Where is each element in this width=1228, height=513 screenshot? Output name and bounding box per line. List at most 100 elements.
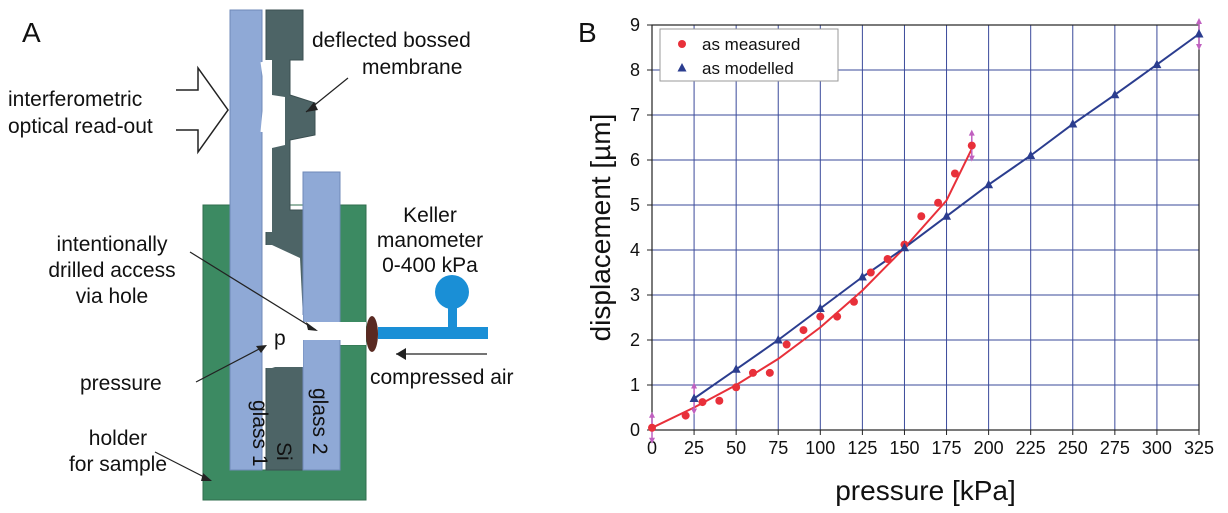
plot-frame <box>651 24 1200 431</box>
panel-a-diagram: A <box>8 9 514 501</box>
series-line-1 <box>651 148 973 429</box>
readout-label-2: optical read-out <box>8 115 153 138</box>
data-point-measured <box>648 423 656 432</box>
arrowhead <box>201 473 212 481</box>
legend-label: as modelled <box>702 59 794 78</box>
y-tick-label: 8 <box>630 60 640 80</box>
seal-ring <box>366 316 378 352</box>
readout-arrow-icon <box>176 65 229 155</box>
data-point-modelled <box>1026 150 1036 159</box>
holder-label-2: for sample <box>69 453 167 476</box>
x-axis-title: pressure [kPa] <box>835 475 1016 506</box>
series-markers <box>648 29 1204 432</box>
error-bar-cap-bottom <box>968 155 975 162</box>
x-tick-label: 225 <box>1016 438 1046 458</box>
data-point-measured <box>765 368 774 377</box>
arrowhead <box>306 102 318 112</box>
glass2-label: glass 2 <box>308 388 331 455</box>
data-point-measured <box>681 411 690 420</box>
membrane-cavity <box>262 60 285 232</box>
error-bar-cap-top <box>649 411 655 418</box>
x-tick-label: 0 <box>647 438 657 458</box>
manometer-label-1: Keller <box>403 204 457 227</box>
manometer-label-2: manometer <box>377 229 483 252</box>
y-tick-label: 7 <box>630 105 640 125</box>
x-tick-label: 150 <box>889 438 919 458</box>
legend-label: as measured <box>702 35 800 54</box>
p-label: p <box>274 327 286 350</box>
panel-b-chart: B 0 25 50 75 100 125 150 175 200 225 250 275 300 325 … <box>578 15 1214 506</box>
data-point-measured <box>866 268 875 277</box>
data-point-measured <box>950 169 959 178</box>
x-tick-label: 325 <box>1184 438 1214 458</box>
data-point-modelled <box>815 303 825 312</box>
hole-label-3: via hole <box>76 285 148 308</box>
x-tick-label: 275 <box>1100 438 1130 458</box>
glass-1-mirror <box>260 61 268 133</box>
data-point-modelled <box>1068 119 1078 128</box>
y-tick-label: 3 <box>630 285 640 305</box>
data-point-modelled <box>984 179 994 189</box>
y-tick-label: 4 <box>630 240 640 260</box>
holder-label-1: holder <box>89 427 147 450</box>
glass-2 <box>302 171 341 471</box>
membrane-label-1: deflected bossed <box>312 29 471 52</box>
manometer-bulb <box>435 275 469 309</box>
data-point-measured <box>883 255 892 263</box>
manometer-label-3: 0-400 kPa <box>382 254 478 277</box>
pressure-label: pressure <box>80 372 162 395</box>
pressure-chamber <box>266 315 303 367</box>
legend-marker-measured <box>678 40 686 48</box>
y-tick-label: 1 <box>630 375 640 395</box>
y-axis-ticks: 0 1 2 3 4 5 6 7 8 9 <box>630 15 652 440</box>
data-point-modelled <box>942 211 952 220</box>
panel-b-letter: B <box>578 17 597 48</box>
data-point-measured <box>816 312 825 321</box>
data-point-modelled <box>899 242 909 252</box>
y-tick-label: 6 <box>630 150 640 170</box>
membrane-label-2: membrane <box>362 56 462 79</box>
chart-legend: as measured as modelled <box>659 28 839 82</box>
data-point-measured <box>698 398 707 407</box>
x-axis-ticks: 0 25 50 75 100 125 150 175 200 225 250 275 300 325 <box>647 430 1214 458</box>
data-point-measured <box>917 212 926 221</box>
readout-label-1: interferometric <box>8 88 142 111</box>
error-bar-cap-bottom <box>649 437 655 444</box>
x-tick-label: 50 <box>726 438 746 458</box>
hole-label-1: intentionally <box>57 233 168 256</box>
error-bar-cap-top <box>968 129 975 136</box>
data-point-modelled <box>1152 59 1162 69</box>
data-point-measured <box>849 297 858 306</box>
arrowhead <box>306 322 318 331</box>
access-hole <box>303 322 366 340</box>
compressed-air-label: compressed air <box>370 366 514 389</box>
error-bar-cap-bottom <box>691 408 698 415</box>
data-point-measured <box>799 326 808 335</box>
hole-label-2: drilled access <box>48 259 175 282</box>
x-tick-label: 250 <box>1058 438 1088 458</box>
data-point-modelled <box>773 335 783 344</box>
y-tick-label: 5 <box>630 195 640 215</box>
data-point-measured <box>732 383 741 392</box>
data-point-measured <box>748 368 757 377</box>
data-point-modelled <box>857 272 867 281</box>
y-tick-label: 9 <box>630 15 640 35</box>
data-point-measured <box>934 198 943 207</box>
air-arrowhead <box>396 348 406 360</box>
x-tick-label: 75 <box>768 438 788 458</box>
data-point-modelled <box>731 364 741 373</box>
x-tick-label: 25 <box>684 438 704 458</box>
x-tick-label: 175 <box>932 438 962 458</box>
arrowhead <box>256 345 267 353</box>
manometer-stem <box>448 302 457 328</box>
x-tick-label: 100 <box>805 438 835 458</box>
legend-box <box>659 28 839 82</box>
y-tick-label: 2 <box>630 330 640 350</box>
error-bar-cap-top <box>691 382 698 389</box>
data-point-measured <box>967 141 976 150</box>
x-tick-label: 125 <box>847 438 877 458</box>
error-bar-cap-top <box>1196 18 1202 24</box>
y-axis-title: displacement [µm] <box>585 114 616 342</box>
si-label: Si <box>272 442 295 461</box>
panel-a-letter: A <box>22 17 41 48</box>
